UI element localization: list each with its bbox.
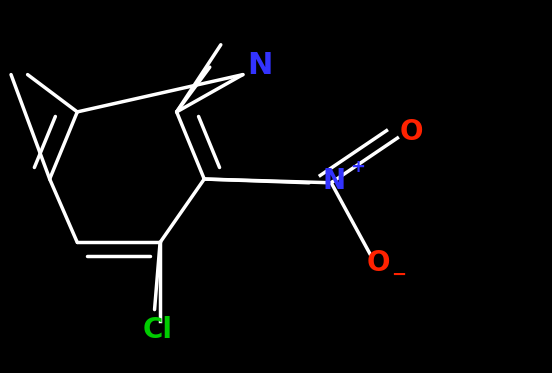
- Text: O: O: [400, 118, 423, 147]
- Text: Cl: Cl: [142, 316, 172, 344]
- Text: N: N: [322, 167, 346, 195]
- Text: −: −: [391, 266, 406, 283]
- Text: +: +: [350, 158, 365, 176]
- Text: N: N: [247, 51, 272, 80]
- Text: O: O: [367, 249, 390, 277]
